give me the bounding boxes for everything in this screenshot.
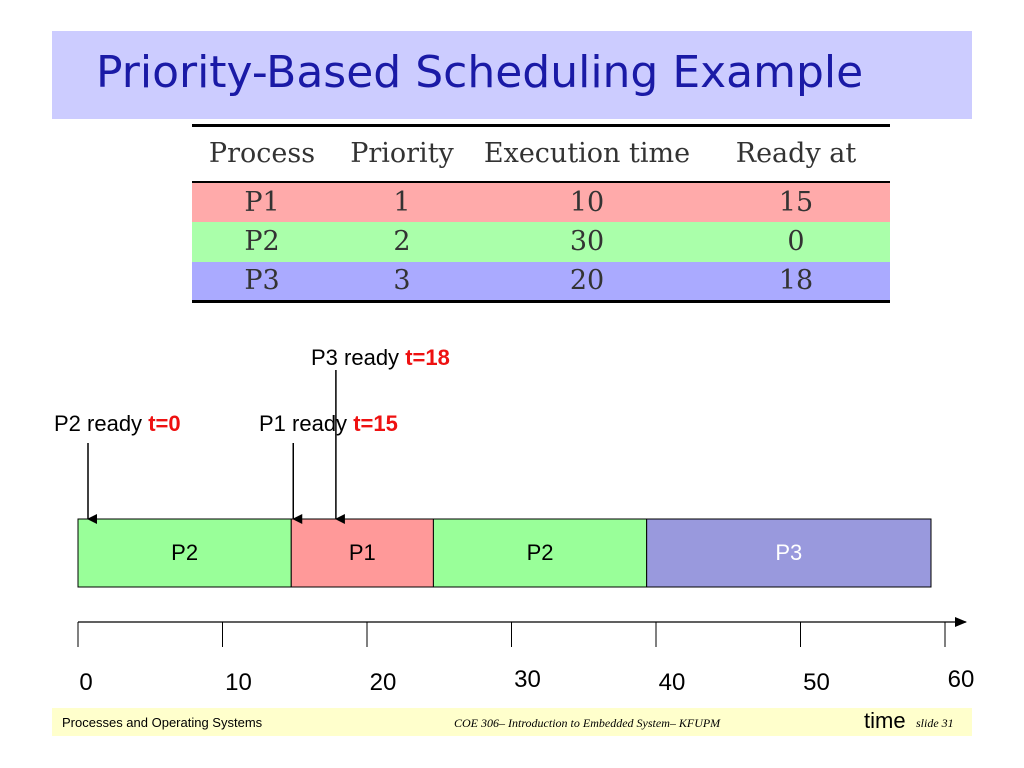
segment-p2-2	[432, 518, 648, 588]
cell-process: P1	[244, 186, 280, 218]
p1-ready-text: P1 ready	[259, 411, 348, 436]
segment-p3-3	[646, 518, 932, 588]
header-execution-time: Execution time	[483, 138, 691, 170]
segment-label-p1: P1	[348, 540, 376, 565]
process-table: Process Priority Execution time Ready at…	[192, 124, 890, 303]
table-row-p3: P3 3 20 18	[192, 261, 890, 302]
table-row-p1: P1 1 10 15	[192, 181, 890, 222]
header-ready-at: Ready at	[735, 138, 857, 170]
table-row-p2: P2 2 30 0	[192, 221, 890, 262]
segment-p2-0	[77, 518, 292, 588]
footer-course-topic: Processes and Operating Systems	[62, 715, 263, 730]
tick-label-50: 50	[803, 669, 830, 696]
timeline-segments	[77, 518, 932, 588]
segment-label-p2: P2	[171, 540, 199, 565]
cell-priority: 2	[393, 226, 411, 257]
segment-label-p3: P3	[775, 540, 803, 565]
cell-execution-time: 20	[569, 265, 605, 297]
header-priority: Priority	[350, 138, 454, 170]
p3-ready-time: t=18	[405, 345, 450, 370]
p2-ready-time: t=0	[148, 411, 181, 436]
slide-title: Priority-Based Scheduling Example	[96, 47, 864, 98]
p1-ready-annotation: P1 ready t=15	[259, 411, 398, 437]
cell-execution-time: 10	[569, 186, 605, 218]
ready-arrows	[87, 370, 345, 524]
footer-bar: Processes and Operating Systems COE 306–…	[52, 708, 972, 736]
tick-label-20: 20	[369, 669, 397, 696]
p1-ready-time: t=15	[353, 411, 398, 436]
footer-course-name: COE 306– Introduction to Embedded System…	[454, 716, 721, 730]
tick-label-10: 10	[225, 669, 252, 696]
p2-ready-annotation: P2 ready t=0	[54, 411, 181, 437]
cell-priority: 3	[393, 265, 411, 297]
tick-label-40: 40	[658, 669, 686, 696]
footer-slide-number: slide 31	[916, 716, 954, 730]
tick-label-30: 30	[514, 666, 541, 693]
cell-ready-at: 0	[787, 226, 805, 257]
tick-label-0: 0	[79, 669, 93, 696]
axis-label-time: time	[864, 708, 906, 733]
tick-label-60: 60	[947, 666, 975, 693]
cell-process: P3	[244, 265, 280, 297]
cell-ready-at: 18	[778, 265, 814, 297]
segment-p1-1	[290, 518, 434, 588]
header-process: Process	[208, 138, 316, 170]
p3-ready-text: P3 ready	[311, 345, 400, 370]
segment-label-p2: P2	[526, 540, 554, 565]
p2-ready-text: P2 ready	[54, 411, 143, 436]
time-axis	[77, 617, 967, 647]
cell-priority: 1	[393, 186, 411, 218]
title-bar: Priority-Based Scheduling Example	[52, 31, 972, 119]
cell-execution-time: 30	[569, 226, 605, 257]
cell-ready-at: 15	[778, 186, 814, 218]
cell-process: P2	[244, 226, 280, 257]
p3-ready-annotation: P3 ready t=18	[311, 345, 450, 371]
table-header-row: Process Priority Execution time Ready at	[192, 125, 890, 182]
